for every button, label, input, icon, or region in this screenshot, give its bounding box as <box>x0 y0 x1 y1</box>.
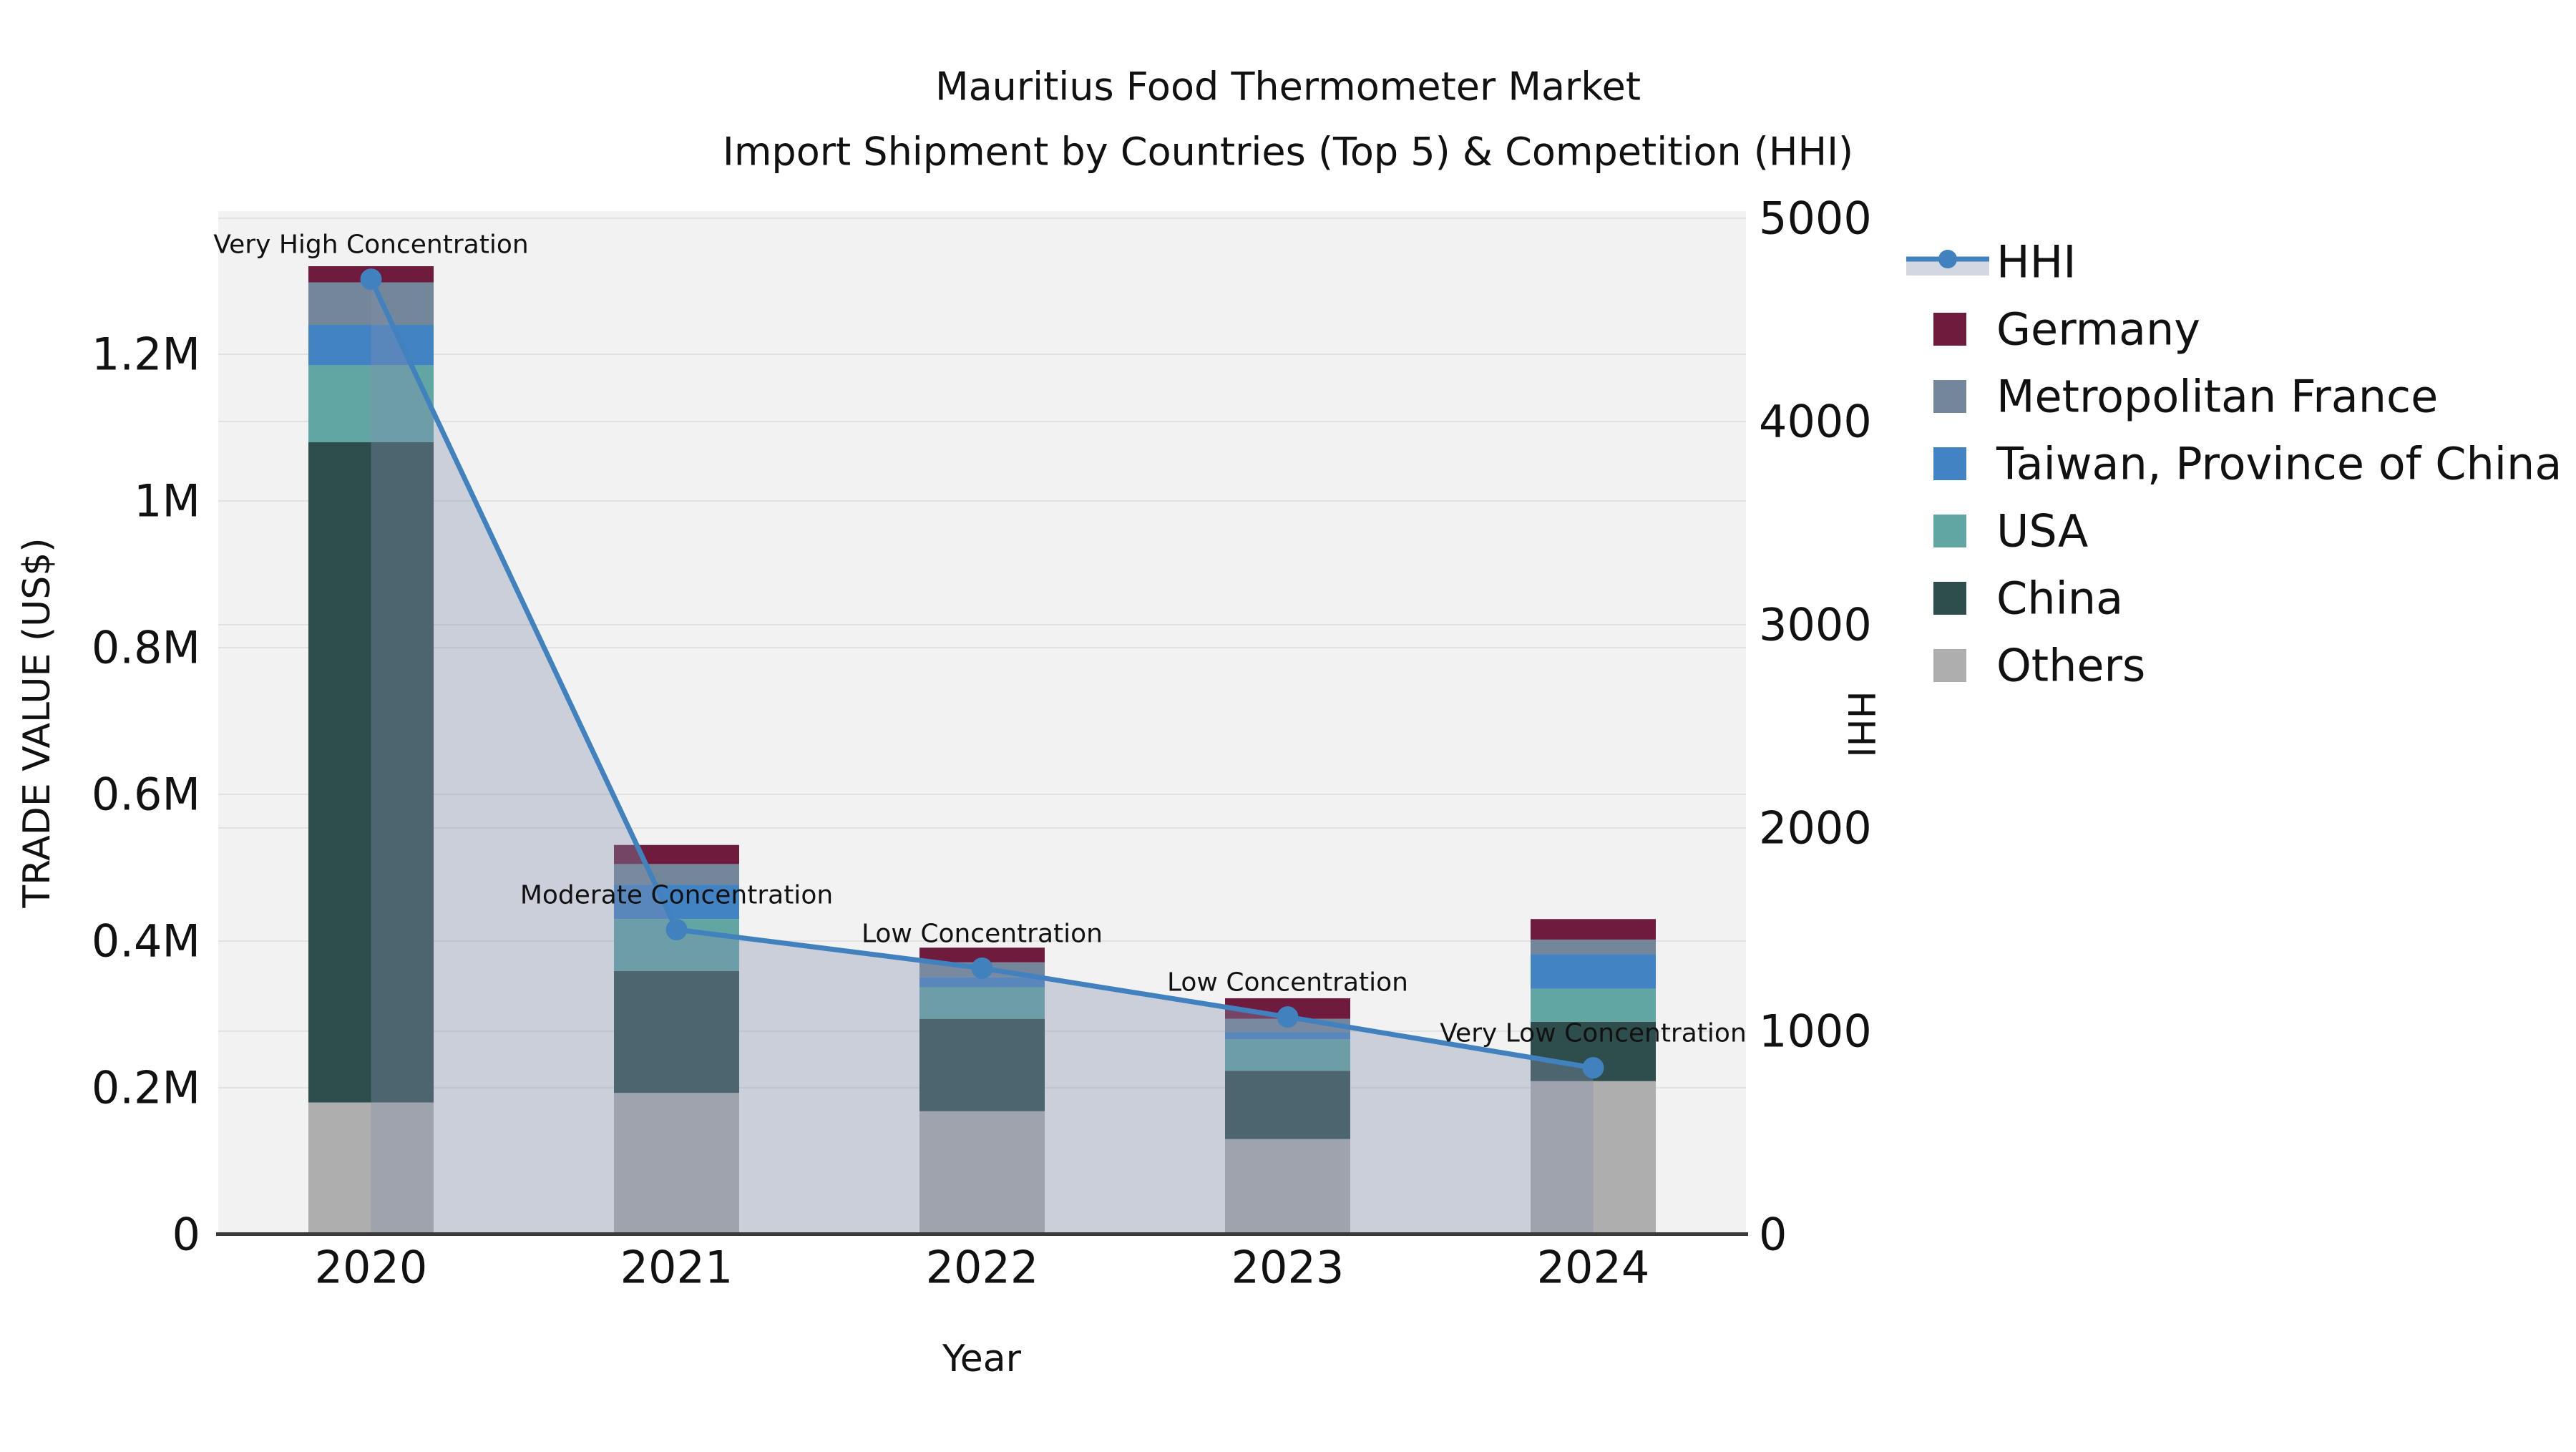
chart-title-line2: Import Shipment by Countries (Top 5) & C… <box>723 130 1853 175</box>
hhi-marker-2024 <box>1582 1057 1604 1079</box>
legend-swatch-others <box>1933 649 1966 682</box>
y-right-tick-label: 0 <box>1759 1209 1787 1261</box>
legend-label-hhi: HHI <box>1996 236 2077 288</box>
legend-swatch-germany <box>1933 313 1966 346</box>
bar-segment-germany-2024 <box>1531 919 1656 940</box>
legend-swatch-taiwan <box>1933 447 1966 480</box>
x-tick-label-2021: 2021 <box>620 1242 733 1294</box>
y-left-tick-label: 1.2M <box>92 328 200 381</box>
x-axis-ticks: 2020 2021 2022 2023 2024 <box>315 1242 1650 1294</box>
legend-item-china: China <box>1933 572 2123 625</box>
bar-segment-others-2023 <box>1225 1139 1350 1234</box>
legend-label-metropolitan_france: Metropolitan France <box>1996 371 2438 423</box>
legend-swatch-china <box>1933 582 1966 615</box>
x-tick-label-2022: 2022 <box>926 1242 1039 1294</box>
y-left-tick-label: 1M <box>134 475 200 527</box>
bar-segment-taiwan-2021 <box>614 885 739 920</box>
bar-segment-taiwan-2024 <box>1531 954 1656 989</box>
x-axis-spine <box>216 1232 1748 1236</box>
hhi-marker-2022 <box>971 957 993 979</box>
legend-swatch-usa <box>1933 515 1966 547</box>
annotation-2023: Low Concentration <box>1167 968 1408 998</box>
annotation-2024: Very Low Concentration <box>1440 1019 1747 1048</box>
bar-segment-taiwan-2020 <box>308 325 434 366</box>
bar-segment-china-2020 <box>308 442 434 1103</box>
bar-segment-china-2022 <box>919 1018 1045 1111</box>
y-right-tick-label: 4000 <box>1759 396 1872 448</box>
bar-segment-metropolitan_france-2021 <box>614 864 739 885</box>
hhi-marker-2021 <box>665 919 688 940</box>
hhi-line-series <box>360 268 1604 1079</box>
legend-hhi-marker-swatch <box>1938 250 1957 268</box>
annotation-2020: Very High Concentration <box>213 230 528 260</box>
bar-segment-usa-2024 <box>1531 988 1656 1022</box>
x-tick-label-2020: 2020 <box>315 1242 428 1294</box>
hhi-area-fill <box>371 279 1594 1235</box>
legend-item-usa: USA <box>1933 505 2088 557</box>
y-axis-right-ticks: 0 1000 2000 3000 4000 5000 <box>1759 193 1872 1261</box>
bar-segment-germany-2022 <box>919 947 1045 963</box>
y-axis-left-label: TRADE VALUE (US$) <box>16 537 59 908</box>
y-left-tick-label: 0.2M <box>92 1062 200 1114</box>
bar-segment-china-2023 <box>1225 1071 1350 1139</box>
bar-segment-taiwan-2022 <box>919 977 1045 988</box>
bar-segment-china-2021 <box>614 971 739 1093</box>
bar-segment-germany-2021 <box>614 844 739 864</box>
legend-item-others: Others <box>1933 640 2145 692</box>
bar-segment-others-2022 <box>919 1111 1045 1234</box>
bar-segment-others-2021 <box>614 1093 739 1234</box>
legend-label-china: China <box>1996 572 2123 625</box>
annotation-2021: Moderate Concentration <box>520 881 833 910</box>
legend-swatch-metropolitan_france <box>1933 380 1966 413</box>
bar-segment-taiwan-2023 <box>1225 1032 1350 1040</box>
legend-item-germany: Germany <box>1933 303 2200 356</box>
hhi-marker-2020 <box>360 268 382 291</box>
bar-segment-metropolitan_france-2024 <box>1531 939 1656 955</box>
legend-label-others: Others <box>1996 640 2145 692</box>
legend-label-germany: Germany <box>1996 303 2200 356</box>
bar-segment-usa-2022 <box>919 987 1045 1019</box>
bar-segment-usa-2023 <box>1225 1039 1350 1071</box>
bar-segment-usa-2020 <box>308 365 434 442</box>
legend-item-hhi: HHI <box>1906 236 2077 288</box>
hhi-band-polygon <box>371 279 1594 1235</box>
x-tick-label-2023: 2023 <box>1231 1242 1345 1294</box>
y-left-tick-label: 0 <box>172 1209 200 1261</box>
y-right-tick-label: 3000 <box>1759 599 1872 651</box>
y-axis-left-ticks: 0 0.2M 0.4M 0.6M 0.8M 1M 1.2M <box>92 328 200 1261</box>
legend-label-taiwan: Taiwan, Province of China <box>1996 438 2562 490</box>
hhi-marker-2023 <box>1277 1006 1299 1028</box>
legend-label-usa: USA <box>1996 505 2088 557</box>
bar-segment-others-2024 <box>1531 1081 1656 1234</box>
bar-segment-others-2020 <box>308 1102 434 1234</box>
y-left-tick-label: 0.4M <box>92 915 200 968</box>
chart-title-line1: Mauritius Food Thermometer Market <box>935 64 1641 109</box>
legend: HHI Germany Metropolitan France Taiwan, Pro… <box>1906 236 2562 692</box>
legend-item-metropolitan_france: Metropolitan France <box>1933 371 2438 423</box>
concentration-annotations: Very High Concentration Moderate Concentr… <box>213 230 1746 1048</box>
x-axis-label: Year <box>942 1338 1022 1380</box>
y-left-tick-label: 0.8M <box>92 622 200 674</box>
y-right-tick-label: 1000 <box>1759 1005 1872 1058</box>
x-tick-label-2024: 2024 <box>1537 1242 1650 1294</box>
gridlines <box>218 218 1746 1088</box>
y-right-tick-label: 2000 <box>1759 802 1872 854</box>
y-left-tick-label: 0.6M <box>92 769 200 821</box>
y-right-tick-label: 5000 <box>1759 193 1872 245</box>
annotation-2022: Low Concentration <box>862 919 1103 948</box>
y-axis-right-label: HHI <box>1839 691 1882 758</box>
legend-item-taiwan: Taiwan, Province of China <box>1933 438 2562 490</box>
